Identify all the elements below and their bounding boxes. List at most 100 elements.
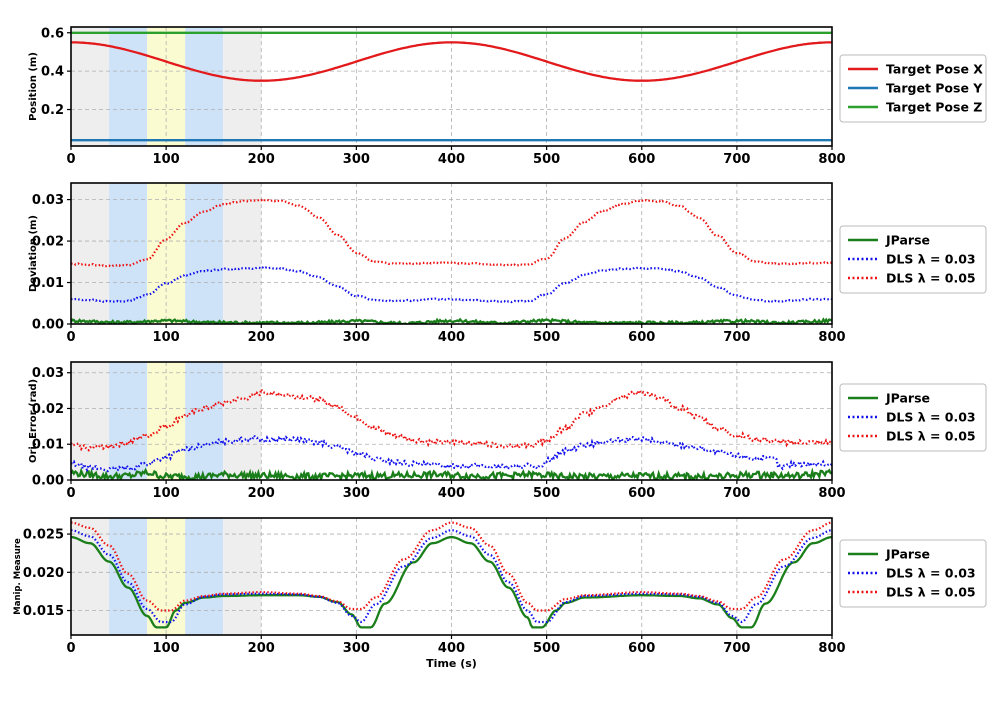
shaded-region bbox=[185, 27, 224, 146]
legend-label: JParse bbox=[885, 233, 930, 248]
shaded-region bbox=[71, 362, 110, 480]
x-tick-label: 500 bbox=[533, 330, 560, 345]
shaded-region bbox=[223, 183, 262, 324]
legend-label: DLS λ = 0.03 bbox=[886, 252, 976, 267]
series-line bbox=[71, 467, 832, 480]
legend-label: DLS λ = 0.05 bbox=[886, 429, 976, 444]
shaded-region bbox=[185, 362, 224, 480]
y-tick-label: 0.03 bbox=[32, 366, 64, 381]
panel-2: 0 100 200 300 400 500 600 700 800 0.00 0.01 0.02 0.0… bbox=[28, 182, 987, 345]
x-tick-label: 500 bbox=[533, 486, 560, 501]
x-axis-label: Time (s) bbox=[426, 657, 477, 670]
shaded-region bbox=[71, 27, 110, 146]
x-tick-label: 100 bbox=[153, 486, 180, 501]
y-tick-label: 0.01 bbox=[32, 438, 64, 453]
x-tick-label: 200 bbox=[248, 152, 275, 167]
y-axis-label: Ori. Error (rad) bbox=[28, 379, 39, 463]
x-tick-label: 700 bbox=[723, 152, 750, 167]
x-tick-label: 0 bbox=[66, 486, 75, 501]
y-axis-label: Deviation (m) bbox=[28, 215, 39, 292]
x-tick-label: 800 bbox=[818, 330, 845, 345]
legend-label: JParse bbox=[885, 547, 930, 562]
panel-1: 0 100 200 300 400 500 600 700 800 0.2 0.4 0.6Positi… bbox=[28, 26, 987, 167]
shaded-region bbox=[185, 518, 224, 635]
x-tick-label: 100 bbox=[153, 152, 180, 167]
legend-box bbox=[839, 225, 987, 294]
x-tick-label: 100 bbox=[153, 641, 180, 656]
shaded-region bbox=[71, 518, 110, 635]
y-tick-label: 0.02 bbox=[32, 402, 64, 417]
x-tick-label: 500 bbox=[533, 641, 560, 656]
legend-label: DLS λ = 0.03 bbox=[886, 410, 976, 425]
series-line bbox=[71, 41, 832, 82]
x-tick-label: 800 bbox=[818, 641, 845, 656]
x-tick-label: 200 bbox=[248, 641, 275, 656]
series-group bbox=[71, 521, 832, 629]
legend-box bbox=[839, 54, 987, 123]
shaded-region bbox=[223, 362, 262, 480]
legend-label: DLS λ = 0.05 bbox=[886, 271, 976, 286]
x-tick-label: 0 bbox=[66, 641, 75, 656]
x-tick-label: 300 bbox=[343, 641, 370, 656]
x-tick-label: 600 bbox=[628, 330, 655, 345]
y-tick-label: 0.020 bbox=[23, 566, 64, 581]
series-group bbox=[71, 386, 832, 480]
x-tick-label: 400 bbox=[438, 641, 465, 656]
x-tick-label: 600 bbox=[628, 152, 655, 167]
y-tick-label: 0.02 bbox=[32, 235, 64, 250]
y-tick-label: 0.00 bbox=[32, 474, 64, 489]
x-tick-label: 300 bbox=[343, 486, 370, 501]
x-tick-label: 600 bbox=[628, 641, 655, 656]
legend-label: DLS λ = 0.03 bbox=[886, 566, 976, 581]
panel-3: 0 100 200 300 400 500 600 700 800 0.00 0.01 0.02 0.0… bbox=[28, 361, 987, 501]
x-tick-label: 800 bbox=[818, 152, 845, 167]
series-group bbox=[71, 31, 832, 142]
series-line bbox=[71, 529, 832, 624]
x-tick-label: 0 bbox=[66, 152, 75, 167]
x-tick-label: 400 bbox=[438, 330, 465, 345]
shaded-region bbox=[109, 27, 148, 146]
x-tick-label: 700 bbox=[723, 486, 750, 501]
x-tick-label: 400 bbox=[438, 486, 465, 501]
shaded-region bbox=[71, 183, 110, 324]
y-tick-label: 0.03 bbox=[32, 193, 64, 208]
shaded-region bbox=[185, 183, 224, 324]
legend-box bbox=[839, 539, 987, 608]
legend: Target Pose X Target Pose Y Target Pose Z bbox=[839, 54, 987, 123]
legend: JParse DLS λ = 0.03 DLS λ = 0.05 bbox=[839, 539, 987, 608]
x-tick-label: 0 bbox=[66, 330, 75, 345]
y-tick-label: 0.4 bbox=[41, 65, 64, 80]
x-tick-label: 300 bbox=[343, 330, 370, 345]
y-tick-label: 0.6 bbox=[41, 26, 64, 41]
y-tick-label: 0.00 bbox=[32, 318, 64, 333]
x-tick-label: 700 bbox=[723, 641, 750, 656]
y-tick-label: 0.025 bbox=[23, 528, 64, 543]
legend: JParse DLS λ = 0.03 DLS λ = 0.05 bbox=[839, 383, 987, 452]
shaded-region bbox=[223, 27, 262, 146]
legend-box bbox=[839, 383, 987, 452]
x-tick-label: 400 bbox=[438, 152, 465, 167]
shaded-region bbox=[223, 518, 262, 635]
x-tick-label: 700 bbox=[723, 330, 750, 345]
legend: JParse DLS λ = 0.03 DLS λ = 0.05 bbox=[839, 225, 987, 294]
shaded-region bbox=[109, 518, 148, 635]
x-tick-label: 200 bbox=[248, 330, 275, 345]
series-line bbox=[71, 433, 832, 474]
legend-label: Target Pose Z bbox=[886, 100, 982, 115]
y-tick-label: 0.01 bbox=[32, 276, 64, 291]
x-tick-label: 200 bbox=[248, 486, 275, 501]
shaded-region bbox=[109, 362, 148, 480]
x-tick-label: 500 bbox=[533, 152, 560, 167]
y-tick-label: 0.2 bbox=[41, 103, 64, 118]
series-line bbox=[71, 266, 832, 304]
y-axis-label: Position (m) bbox=[28, 52, 39, 121]
x-tick-label: 100 bbox=[153, 330, 180, 345]
x-tick-label: 300 bbox=[343, 152, 370, 167]
legend-label: DLS λ = 0.05 bbox=[886, 585, 976, 600]
shaded-region bbox=[109, 183, 148, 324]
panel-4: 0 100 200 300 400 500 600 700 800 0.015 0.020 0.025… bbox=[13, 517, 987, 670]
x-tick-label: 600 bbox=[628, 486, 655, 501]
legend-label: JParse bbox=[885, 391, 930, 406]
y-axis-label: Manip. Measure bbox=[13, 538, 23, 615]
